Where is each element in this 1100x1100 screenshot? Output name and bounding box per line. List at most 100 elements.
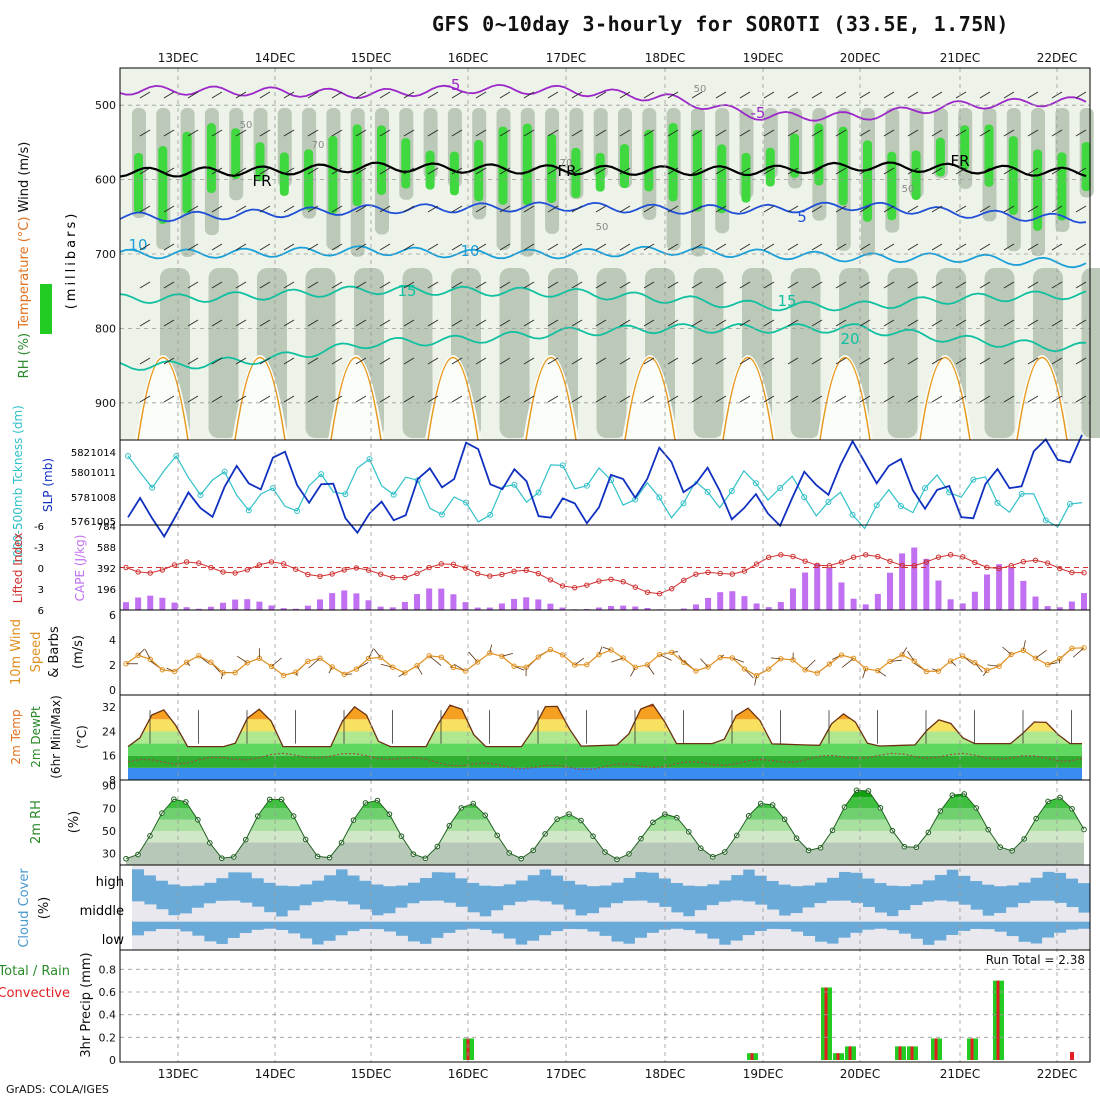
- wind-barb: [739, 395, 751, 403]
- rh-shade-low: [693, 268, 724, 438]
- wind-speed-point: [196, 653, 202, 659]
- cloud-fill: [670, 912, 684, 922]
- wind-barb: [643, 319, 655, 327]
- wind-barb: [571, 319, 583, 327]
- wind-tick: 6: [109, 609, 116, 622]
- wind10-barb: [974, 662, 983, 673]
- precip-tick: 0: [109, 1054, 116, 1067]
- cloud-fill: [179, 931, 193, 950]
- wind10-barb: [468, 651, 478, 663]
- cloud-fill: [646, 932, 660, 950]
- cloud-unit: (%): [37, 897, 52, 920]
- wind10-barb: [373, 648, 381, 658]
- wind-barb: [835, 357, 847, 365]
- rh-green: [717, 144, 727, 214]
- wind-barb: [883, 129, 895, 137]
- thickness-point: [294, 508, 301, 515]
- wind-barb: [355, 243, 367, 251]
- cape-bar: [1081, 593, 1087, 610]
- cloud-fill: [467, 928, 480, 950]
- wind-barb: [691, 357, 703, 365]
- cape-bar: [426, 588, 433, 610]
- rh-green: [158, 146, 168, 224]
- wind-barb: [787, 91, 799, 99]
- thickness-axis-label: 1000-500mb Tckness (dm): [11, 405, 25, 565]
- wind-speed-point: [535, 654, 542, 660]
- wind-barb: [811, 129, 823, 137]
- cape-bar: [765, 607, 772, 610]
- cloud-fill: [730, 940, 744, 950]
- wind-barb: [523, 205, 535, 213]
- panel-frame-precip: [119, 949, 1091, 1063]
- wind-barb: [163, 319, 175, 327]
- wind-barb: [883, 167, 895, 175]
- cloud-fill: [1006, 865, 1019, 886]
- wind-barb: [619, 167, 631, 175]
- wind-barb: [235, 167, 247, 175]
- wind-tick: 2: [109, 659, 116, 672]
- wind-barb: [307, 91, 319, 99]
- wind-barb: [307, 243, 319, 251]
- wind-barb: [643, 129, 655, 137]
- li-point: [668, 586, 675, 592]
- cape-bar: [632, 606, 639, 610]
- cloud-fill: [790, 913, 804, 922]
- cloud-fill: [132, 901, 145, 922]
- thickness-point: [656, 494, 663, 501]
- surface-dome-contour: [525, 356, 577, 441]
- thickness-point: [318, 471, 325, 478]
- wind10-barb: [611, 657, 624, 663]
- cloud-fill: [179, 913, 193, 922]
- wind-barb: [619, 357, 631, 365]
- cloud-fill: [455, 929, 468, 950]
- wind-barb: [331, 91, 343, 99]
- date-label-top: 19DEC: [743, 51, 783, 65]
- cloud-fill: [862, 906, 875, 922]
- wind-barb: [955, 281, 967, 289]
- rh-green: [547, 133, 557, 204]
- cape-axis-label: CAPE (J/kg): [73, 535, 87, 602]
- wind-barb: [835, 167, 847, 175]
- wind-speed-point: [1008, 651, 1014, 658]
- wind-barb: [1003, 167, 1015, 175]
- cloud-fill: [682, 930, 696, 950]
- precip-bar-convective: [750, 1053, 754, 1060]
- wind-speed-point: [899, 652, 905, 658]
- cloud-fill: [263, 928, 277, 950]
- wind-barb: [763, 129, 775, 137]
- cloud-fill: [503, 865, 516, 885]
- wind-barb: [1075, 395, 1087, 403]
- rh-unit: (%): [67, 811, 82, 834]
- cloud-fill: [1078, 865, 1091, 884]
- precip-bar-convective: [934, 1038, 938, 1060]
- cloud-fill: [491, 910, 504, 922]
- wind-barb: [427, 167, 439, 175]
- wind-barb: [331, 395, 343, 403]
- wind-barb: [859, 357, 871, 365]
- cape-bar: [862, 604, 869, 610]
- isotherm-5°C: [119, 201, 1087, 224]
- wind-barb: [979, 129, 991, 137]
- surface-dome: [622, 355, 678, 440]
- rh-shade-low: [402, 268, 433, 438]
- date-label-bottom: 13DEC: [158, 1067, 198, 1081]
- date-label-top: 21DEC: [940, 51, 980, 65]
- wind-barb: [1027, 395, 1039, 403]
- wind-barb: [715, 167, 727, 175]
- wind-barb: [235, 205, 247, 213]
- surface-dome: [232, 355, 288, 440]
- cape-tick: 392: [97, 564, 116, 575]
- wind-barb: [523, 319, 535, 327]
- pressure-tick: 900: [95, 397, 116, 410]
- wind-barb: [595, 243, 607, 251]
- wind10-barb: [754, 675, 757, 686]
- wind-barb: [787, 357, 799, 365]
- wind-barb: [379, 395, 391, 403]
- wind-barb: [931, 281, 943, 289]
- wind-barb: [643, 357, 655, 365]
- cloud-fill: [694, 865, 708, 887]
- wind-barb: [499, 243, 511, 251]
- cape-bar: [414, 594, 421, 610]
- cape-bar: [135, 597, 142, 610]
- wind-barb: [1027, 91, 1039, 99]
